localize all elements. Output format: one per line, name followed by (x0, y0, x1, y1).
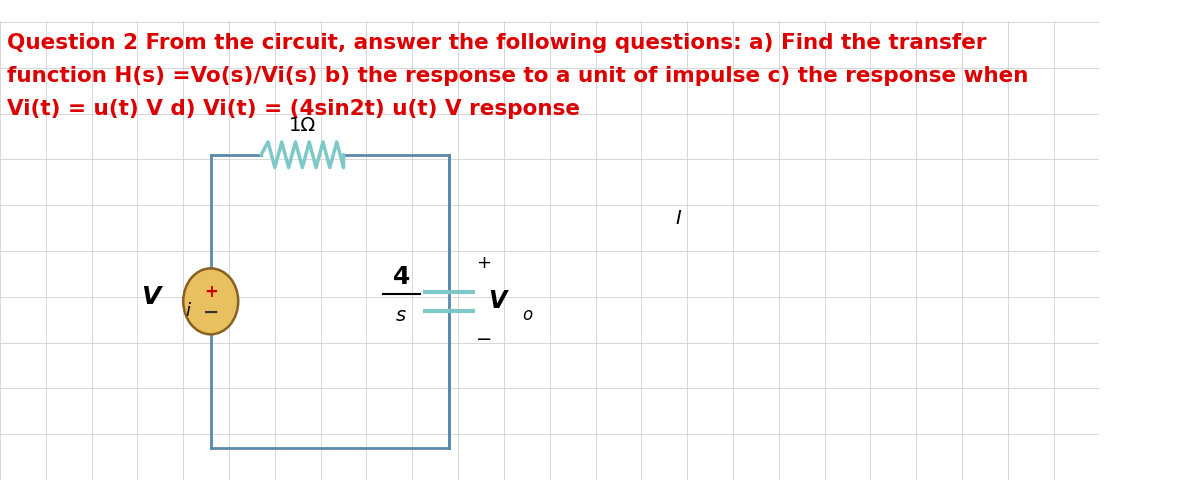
Text: Question 2 From the circuit, answer the following questions: a) Find the transfe: Question 2 From the circuit, answer the … (7, 33, 986, 53)
Text: i: i (185, 302, 190, 320)
Text: V: V (488, 290, 506, 313)
Text: 4: 4 (392, 266, 410, 290)
Text: I: I (676, 209, 680, 228)
Text: +: + (204, 283, 217, 301)
Text: o: o (522, 306, 533, 324)
Text: 1Ω: 1Ω (289, 116, 316, 135)
Text: −: − (203, 303, 218, 322)
Text: s: s (396, 306, 407, 325)
Text: −: − (475, 330, 492, 349)
Text: +: + (476, 254, 491, 272)
Text: V: V (140, 285, 161, 309)
Text: Vi(t) = u(t) V d) Vi(t) = (4sin2t) u(t) V response: Vi(t) = u(t) V d) Vi(t) = (4sin2t) u(t) … (7, 99, 581, 119)
Text: function H(s) =Vo(s)/Vi(s) b) the response to a unit of impulse c) the response : function H(s) =Vo(s)/Vi(s) b) the respon… (7, 66, 1028, 86)
Ellipse shape (184, 269, 239, 334)
